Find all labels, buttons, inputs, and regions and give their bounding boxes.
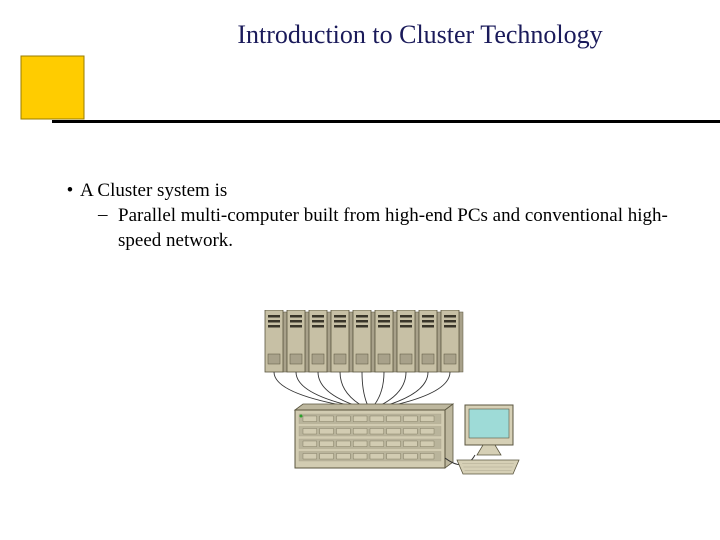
title-region: Introduction to Cluster Technology — [0, 0, 720, 50]
bullet-l2-text: Parallel multi-computer built from high-… — [118, 204, 690, 253]
page-title: Introduction to Cluster Technology — [20, 20, 720, 50]
bullet-level-1: • A Cluster system is — [60, 180, 690, 202]
slide: Introduction to Cluster Technology • A C… — [0, 0, 720, 540]
bullet-dash-icon: – — [98, 204, 118, 226]
accent-square-icon — [20, 55, 85, 120]
cluster-diagram — [225, 310, 535, 490]
bullet-dot-icon: • — [60, 180, 80, 202]
body-content: • A Cluster system is – Parallel multi-c… — [60, 180, 690, 253]
horizontal-rule — [52, 120, 720, 123]
bullet-level-2: – Parallel multi-computer built from hig… — [60, 204, 690, 253]
bullet-l1-text: A Cluster system is — [80, 180, 227, 202]
